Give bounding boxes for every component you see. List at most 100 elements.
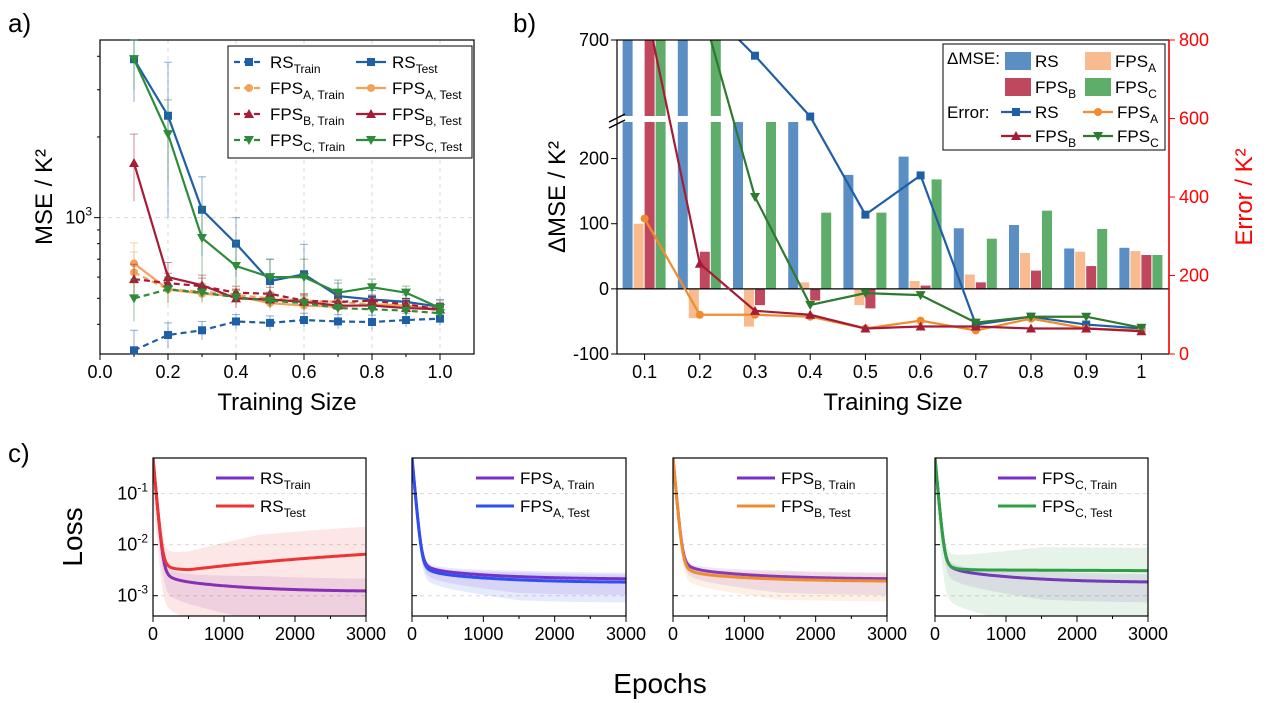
data-point: [751, 51, 759, 60]
loss-line: [673, 458, 887, 581]
panel-label-a: a): [8, 8, 31, 38]
loss-panel-1: 0 1000 2000 3000 RSTrain RSTest: [148, 457, 386, 644]
x-tick-label: 0.6: [908, 362, 933, 382]
legend-label: FPSA, Train: [270, 79, 344, 102]
y-tick-label: 0: [599, 279, 609, 299]
plot-frame: [99, 39, 475, 355]
data-point: [1026, 323, 1036, 333]
loss-line: [412, 458, 626, 584]
loss-line: [153, 458, 366, 593]
legend: FPSA, Train FPSA, Test: [476, 469, 594, 520]
legend-marker: [1012, 108, 1020, 116]
x-tick-label: 2000: [275, 624, 315, 644]
legend-marker: [1093, 132, 1103, 141]
legend-swatch: [1005, 52, 1031, 70]
legend-swatch: [1085, 78, 1111, 96]
bar: [876, 212, 887, 289]
data-point: [300, 316, 308, 325]
legend-label: RSTrain: [260, 469, 311, 492]
axis-break-gap: [618, 116, 1168, 122]
confidence-band: [412, 458, 626, 603]
series-0: [130, 311, 444, 355]
series-7: [129, 39, 445, 316]
bar: [1064, 248, 1075, 289]
legend-label: FPSB: [1035, 78, 1076, 101]
legend: RSTrain RSTest: [216, 469, 311, 520]
y-axis-label: ΔMSE / K²: [544, 141, 571, 253]
legend-label: RSTrain: [270, 53, 321, 76]
legend-label: FPSC, Train: [270, 131, 345, 154]
bar-series-2: [644, 40, 1152, 309]
loss-panel-2: 0 1000 2000 3000 FPSA, Train FPSA, Test: [407, 457, 646, 644]
data-point: [368, 318, 376, 327]
x-tick-label: 0: [930, 624, 940, 644]
bar: [898, 156, 909, 289]
axis-break-mark: [608, 119, 626, 129]
data-point: [916, 316, 925, 325]
x-tick-label: 2000: [1057, 624, 1097, 644]
series-line: [132, 162, 441, 311]
x-tick-label: 3000: [1128, 624, 1168, 644]
data-point: [130, 259, 138, 268]
data-point: [299, 273, 309, 283]
y-tick-label: 700: [579, 30, 609, 50]
x-tick-label: 3000: [346, 624, 386, 644]
series-line: [132, 58, 441, 310]
bar: [953, 228, 964, 289]
legend-swatch: [1005, 78, 1031, 96]
data-point: [265, 296, 275, 306]
legend-marker: [367, 84, 375, 92]
error-line: [709, 40, 1142, 329]
bar: [1009, 225, 1019, 289]
bar: [1086, 266, 1097, 289]
legend-header: ΔMSE:: [947, 49, 1000, 68]
data-point: [129, 294, 139, 304]
y-axis-label: Loss: [57, 507, 88, 566]
data-point: [401, 288, 411, 298]
x-tick-label: 3000: [867, 624, 907, 644]
x-tick-label: 0: [668, 624, 678, 644]
data-point: [695, 310, 704, 319]
legend-box: [942, 43, 1166, 151]
data-point: [915, 291, 926, 301]
data-point: [401, 306, 411, 316]
epochs-axis-label: Epochs: [613, 668, 706, 699]
error-line: [651, 40, 1142, 333]
x-tick-label: 0.3: [742, 362, 767, 382]
x-tick-label: 1000: [204, 624, 244, 644]
panel-label-b: b): [513, 8, 536, 38]
legend-marker: [1011, 131, 1021, 140]
data-point: [163, 285, 173, 295]
bar: [931, 179, 942, 289]
data-point: [232, 317, 240, 326]
data-point: [129, 157, 139, 167]
bar: [799, 282, 810, 289]
y2-tick-label: 800: [1179, 30, 1209, 50]
loss-series-0: [153, 458, 366, 616]
loss-line: [412, 458, 626, 581]
bar: [1097, 228, 1108, 289]
y-tick-label: 200: [579, 149, 609, 169]
legend-label: RS: [1035, 103, 1059, 122]
x-tick-label: 3000: [606, 624, 646, 644]
x-tick-label: 0.1: [632, 362, 657, 382]
data-point: [299, 299, 309, 309]
confidence-band: [935, 458, 1148, 603]
bar: [964, 274, 975, 289]
data-point: [860, 289, 871, 299]
data-point: [640, 214, 649, 223]
legend-marker: [244, 136, 254, 145]
x-tick-label: 2000: [535, 624, 575, 644]
bar: [854, 288, 865, 306]
series-line: [133, 288, 441, 315]
legend: RSTrain RSTest FPSA, Train FPSA, Test FPSB, …: [227, 45, 473, 159]
y2-tick-label: 200: [1179, 266, 1209, 286]
data-point: [231, 262, 241, 272]
legend-label: RSTest: [260, 497, 306, 520]
data-point: [805, 300, 816, 310]
data-point: [367, 283, 377, 293]
legend: ΔMSE: Error: RS FPSA FPSB FPSC RS FPSA FPSB FPSC: [942, 43, 1166, 151]
data-point: [197, 233, 207, 243]
y2-tick-label: 0: [1179, 344, 1189, 364]
bar: [810, 288, 821, 301]
